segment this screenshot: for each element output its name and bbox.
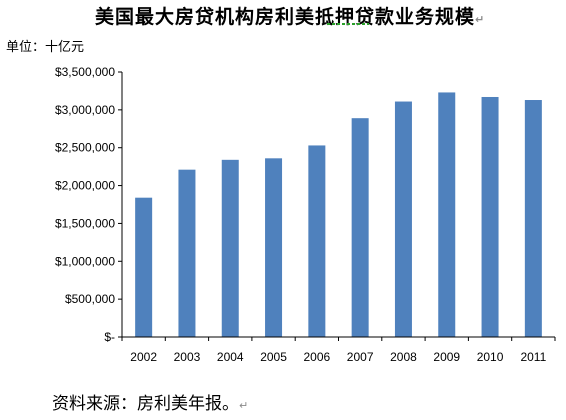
bar-2006 [308,145,326,337]
y-tick-label: $500,000 [65,292,115,306]
bar-2007 [351,118,369,337]
y-tick-label: $3,500,000 [55,65,115,79]
source-note: 资料来源：房利美年报。↵ [52,389,248,414]
x-tick-label: 2009 [433,350,460,364]
y-tick-label: $1,500,000 [55,216,115,230]
chart-title-text: 美国最大房贷机构房利美抵押贷款业务规模 [95,6,476,28]
x-ticks-group: 2002 2003 2004 2005 2006 2007 2008 2009 2010 2011 [121,337,556,364]
bar-chart: $- $500,000 $1,000,000 $1,500,000 $2,000,000… [55,65,556,364]
bars-group [135,92,542,338]
y-tick-label: $1,000,000 [55,254,115,268]
y-tick-label: $2,000,000 [55,179,115,193]
bar-2002 [135,197,153,337]
x-tick-label: 2003 [174,350,201,364]
bar-2010 [481,96,499,337]
x-tick-label: 2007 [347,350,374,364]
spellcheck-underline [327,23,369,25]
source-note-text: 资料来源：房利美年报。 [52,394,239,414]
bar-2009 [438,92,456,337]
y-tick-label: $- [104,330,115,344]
x-tick-label: 2006 [303,350,330,364]
bar-2008 [394,101,412,338]
y-tick-label: $3,000,000 [55,103,115,117]
x-tick-label: 2010 [477,350,504,364]
chart-title: 美国最大房贷机构房利美抵押贷款业务规模↵ [95,2,485,29]
bar-2004 [221,159,239,337]
x-tick-label: 2002 [130,350,157,364]
y-ticks-group: $- $500,000 $1,000,000 $1,500,000 $2,000,000… [55,65,122,344]
unit-label: 单位：十亿元 [6,40,85,55]
bar-2011 [524,100,542,337]
x-tick-label: 2005 [260,350,287,364]
paragraph-mark-icon: ↵ [239,399,249,412]
bar-2003 [178,169,196,337]
x-tick-label: 2004 [217,350,244,364]
y-tick-label: $2,500,000 [55,141,115,155]
bar-2005 [265,158,283,337]
paragraph-mark-icon: ↵ [475,13,486,26]
x-tick-label: 2008 [390,350,417,364]
x-tick-label: 2011 [520,350,546,364]
